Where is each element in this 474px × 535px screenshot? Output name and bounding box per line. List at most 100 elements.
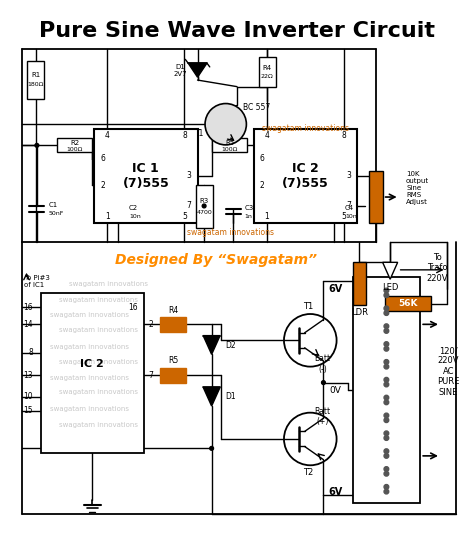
Text: 5: 5 xyxy=(342,212,346,221)
Text: swagatam innovations: swagatam innovations xyxy=(262,125,349,133)
Polygon shape xyxy=(188,63,207,77)
Bar xyxy=(160,317,186,332)
Text: BC 557: BC 557 xyxy=(243,103,270,112)
Text: R4: R4 xyxy=(168,305,178,315)
Bar xyxy=(369,171,383,223)
Text: 6V: 6V xyxy=(328,487,343,496)
Circle shape xyxy=(384,364,389,369)
Text: C4: C4 xyxy=(345,205,354,211)
Circle shape xyxy=(384,293,389,297)
Text: D2: D2 xyxy=(225,340,236,349)
Circle shape xyxy=(384,306,389,311)
Circle shape xyxy=(384,377,389,382)
Bar xyxy=(94,129,198,223)
Text: 10K
output
Sine
RMS
Adjust: 10K output Sine RMS Adjust xyxy=(406,171,429,205)
Bar xyxy=(41,293,144,453)
Text: 100Ω: 100Ω xyxy=(221,147,237,151)
Text: IC 2: IC 2 xyxy=(81,359,104,369)
Text: 2: 2 xyxy=(260,181,265,190)
Text: 10n: 10n xyxy=(129,214,141,219)
Circle shape xyxy=(384,471,389,476)
Text: 8: 8 xyxy=(28,348,33,357)
Circle shape xyxy=(384,431,389,435)
Circle shape xyxy=(205,104,246,145)
Polygon shape xyxy=(203,387,220,406)
Text: swagatam innovations: swagatam innovations xyxy=(50,344,129,350)
Text: 7: 7 xyxy=(149,371,154,379)
Circle shape xyxy=(384,395,389,400)
Text: 1: 1 xyxy=(105,212,109,221)
Text: 4: 4 xyxy=(105,131,110,140)
Text: swagatam innovations: swagatam innovations xyxy=(59,422,138,428)
Circle shape xyxy=(384,347,389,351)
Text: 3: 3 xyxy=(187,171,191,180)
Text: swagatam innovations: swagatam innovations xyxy=(50,312,129,318)
Text: LED: LED xyxy=(382,283,398,292)
Text: To
Trafo
220V: To Trafo 220V xyxy=(427,253,448,283)
Text: 16: 16 xyxy=(128,303,137,312)
Bar xyxy=(56,139,92,152)
Text: 50nF: 50nF xyxy=(48,211,64,216)
Bar xyxy=(27,62,45,99)
Circle shape xyxy=(384,400,389,404)
Text: LDR: LDR xyxy=(351,308,368,317)
Circle shape xyxy=(384,342,389,347)
Text: 1: 1 xyxy=(264,212,269,221)
Text: D1: D1 xyxy=(225,392,236,401)
Text: 1n: 1n xyxy=(245,214,252,219)
Circle shape xyxy=(384,485,389,489)
Text: IC 2
(7)555: IC 2 (7)555 xyxy=(282,162,329,190)
Text: IC 1
(7)555: IC 1 (7)555 xyxy=(122,162,169,190)
Circle shape xyxy=(384,413,389,418)
Circle shape xyxy=(384,418,389,423)
Text: 7: 7 xyxy=(346,202,351,210)
Text: 15: 15 xyxy=(24,406,33,415)
Text: 22Ω: 22Ω xyxy=(261,74,273,79)
Text: 8: 8 xyxy=(342,131,346,140)
Text: swagatam innovations: swagatam innovations xyxy=(59,327,138,333)
Text: T2: T2 xyxy=(303,468,313,477)
Circle shape xyxy=(384,311,389,316)
Text: 0V: 0V xyxy=(330,386,342,395)
Bar xyxy=(254,129,357,223)
Text: 6V: 6V xyxy=(328,284,343,294)
Circle shape xyxy=(384,489,389,494)
Polygon shape xyxy=(383,262,398,279)
Text: C2: C2 xyxy=(129,205,138,211)
Text: 180Ω: 180Ω xyxy=(28,82,44,87)
Text: 10n: 10n xyxy=(345,214,357,219)
Circle shape xyxy=(384,324,389,328)
Text: swagatam innovations: swagatam innovations xyxy=(187,228,274,237)
Text: 13: 13 xyxy=(24,371,33,379)
Text: Batt
(-): Batt (-) xyxy=(314,354,330,373)
Text: swagatam innovations: swagatam innovations xyxy=(59,297,138,303)
Bar xyxy=(211,139,247,152)
Text: swagatam innovations: swagatam innovations xyxy=(50,406,129,412)
Text: R2: R2 xyxy=(70,140,79,146)
Text: 10: 10 xyxy=(24,392,33,401)
Circle shape xyxy=(384,454,389,458)
Circle shape xyxy=(384,328,389,333)
Text: Pure Sine Wave Inverter Circuit: Pure Sine Wave Inverter Circuit xyxy=(39,21,435,41)
Text: 3: 3 xyxy=(346,171,351,180)
Text: D1
2V7: D1 2V7 xyxy=(174,64,187,77)
Circle shape xyxy=(321,381,325,385)
Text: R4: R4 xyxy=(263,65,272,71)
Text: T1: T1 xyxy=(195,129,204,138)
Text: C1: C1 xyxy=(48,202,57,208)
Text: 2: 2 xyxy=(100,181,105,190)
Circle shape xyxy=(35,143,39,147)
Circle shape xyxy=(384,449,389,454)
Text: T1: T1 xyxy=(303,302,313,311)
Text: 14: 14 xyxy=(24,320,33,329)
Text: To Pi#3
of IC1: To Pi#3 of IC1 xyxy=(24,274,50,288)
Bar xyxy=(353,262,366,304)
Text: 5: 5 xyxy=(182,212,187,221)
Circle shape xyxy=(202,204,206,208)
Text: R3: R3 xyxy=(200,198,209,204)
Text: 6: 6 xyxy=(100,155,105,164)
Circle shape xyxy=(384,435,389,440)
Text: 4700: 4700 xyxy=(196,210,212,215)
Text: swagatam innovations: swagatam innovations xyxy=(69,281,148,287)
Text: R5: R5 xyxy=(225,140,234,146)
